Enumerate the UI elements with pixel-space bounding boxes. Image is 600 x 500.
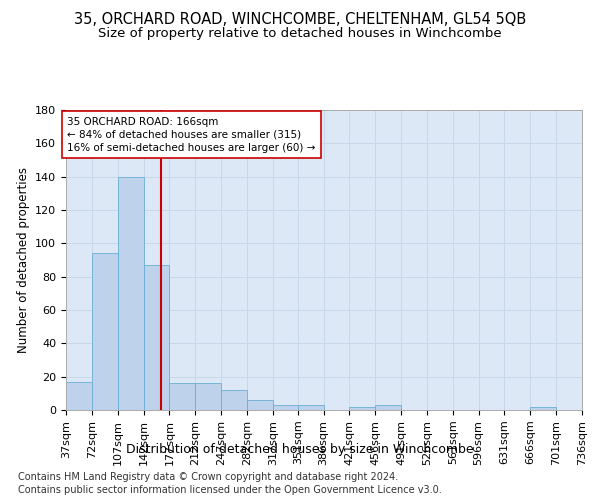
Bar [298,405,323,410]
Bar [143,265,169,410]
Y-axis label: Number of detached properties: Number of detached properties [17,167,29,353]
Text: 35, ORCHARD ROAD, WINCHCOMBE, CHELTENHAM, GL54 5QB: 35, ORCHARD ROAD, WINCHCOMBE, CHELTENHAM… [74,12,526,28]
Bar [195,384,221,410]
Bar [221,390,247,410]
Bar [66,382,92,410]
Bar [169,384,195,410]
Bar [349,406,376,410]
Text: Distribution of detached houses by size in Winchcombe: Distribution of detached houses by size … [126,442,474,456]
Bar [272,405,298,410]
Bar [92,254,118,410]
Bar [530,406,556,410]
Bar [247,400,272,410]
Text: 35 ORCHARD ROAD: 166sqm
← 84% of detached houses are smaller (315)
16% of semi-d: 35 ORCHARD ROAD: 166sqm ← 84% of detache… [67,116,316,153]
Text: Contains HM Land Registry data © Crown copyright and database right 2024.: Contains HM Land Registry data © Crown c… [18,472,398,482]
Text: Size of property relative to detached houses in Winchcombe: Size of property relative to detached ho… [98,28,502,40]
Bar [376,405,401,410]
Bar [118,176,143,410]
Text: Contains public sector information licensed under the Open Government Licence v3: Contains public sector information licen… [18,485,442,495]
